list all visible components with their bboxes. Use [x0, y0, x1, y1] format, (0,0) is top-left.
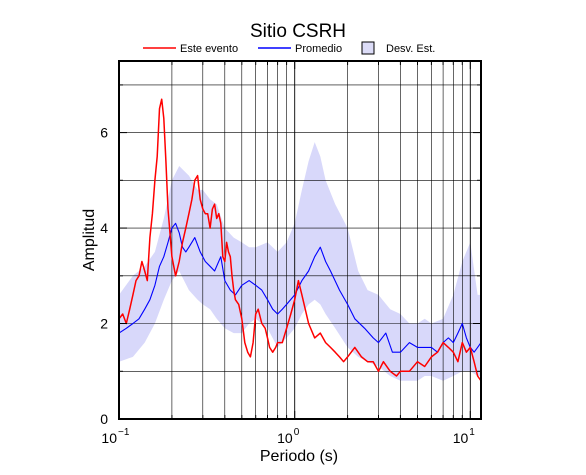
- std-dev-band: [119, 142, 481, 381]
- legend-swatch-desv-est: [361, 41, 375, 55]
- series-lines: [118, 98, 482, 382]
- x-axis-label: Periodo (s): [260, 448, 338, 465]
- x-tick-label-base: 10: [101, 430, 117, 446]
- y-tick-labels: 0 2 4 6: [100, 125, 108, 427]
- gridlines: [119, 61, 481, 419]
- legend-label-promedio: Promedio: [295, 43, 342, 55]
- legend-label-este-evento: Este evento: [180, 43, 238, 55]
- x-tick-label: 10 0: [277, 427, 300, 446]
- axis-ticks: [118, 61, 481, 420]
- y-tick-label: 6: [100, 125, 108, 141]
- series-line-promedio: [118, 222, 482, 353]
- chart-title: Sitio CSRH: [250, 21, 346, 42]
- x-tick-label-exponent: 0: [294, 427, 300, 438]
- legend-label-desv-est: Desv. Est.: [386, 43, 435, 55]
- x-tick-label-base: 10: [453, 430, 469, 446]
- legend: Este evento Promedio Desv. Est.: [143, 41, 435, 55]
- y-tick-label: 4: [100, 220, 108, 236]
- x-tick-label-exponent: −1: [118, 427, 130, 438]
- y-axis-label: Amplitud: [81, 209, 98, 271]
- x-tick-label: 10 −1: [101, 427, 129, 446]
- std-dev-band-layer: [119, 142, 481, 381]
- x-tick-label-base: 10: [277, 430, 293, 446]
- plot-frame: [118, 60, 482, 420]
- x-tick-labels: 10 −1 10 0 10 1: [101, 427, 475, 446]
- y-tick-label: 2: [100, 316, 108, 332]
- x-tick-label: 10 1: [453, 427, 476, 446]
- series-line-este-evento: [118, 98, 482, 382]
- x-tick-label-exponent: 1: [469, 427, 475, 438]
- y-tick-label: 0: [100, 411, 108, 427]
